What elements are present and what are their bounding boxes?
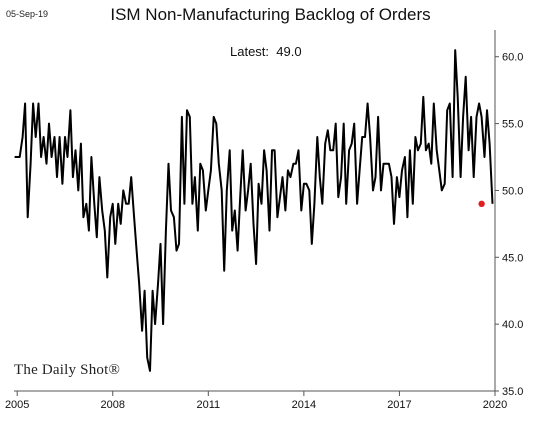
series-line-backlog	[14, 49, 494, 372]
date-stamp: 05-Sep-19	[6, 9, 49, 19]
x-tick-label: 2005	[5, 399, 29, 411]
y-tick-label: 40.0	[502, 319, 523, 331]
x-tick-label: 2014	[292, 399, 316, 411]
x-tick-label: 2011	[196, 399, 220, 411]
chart-title: ISM Non-Manufacturing Backlog of Orders	[110, 5, 431, 24]
y-tick-label: 45.0	[502, 252, 523, 264]
x-tick-label: 2020	[483, 399, 507, 411]
y-tick-label: 50.0	[502, 185, 523, 197]
x-tick-label: 2017	[387, 399, 411, 411]
y-tick-label: 35.0	[502, 386, 523, 398]
daily-shot-logo: The Daily Shot®	[14, 362, 121, 378]
x-tick-label: 2008	[101, 399, 125, 411]
x-axis-ticks: 2005 2008 2011 2014 2017 2020	[5, 391, 507, 411]
y-axis-ticks: 35.0 40.0 45.0 50.0 55.0 60.0	[495, 52, 523, 398]
latest-value-label: Latest: 49.0	[230, 44, 302, 59]
y-tick-label: 55.0	[502, 119, 523, 131]
latest-point-marker	[478, 200, 485, 208]
y-tick-label: 60.0	[502, 52, 523, 64]
